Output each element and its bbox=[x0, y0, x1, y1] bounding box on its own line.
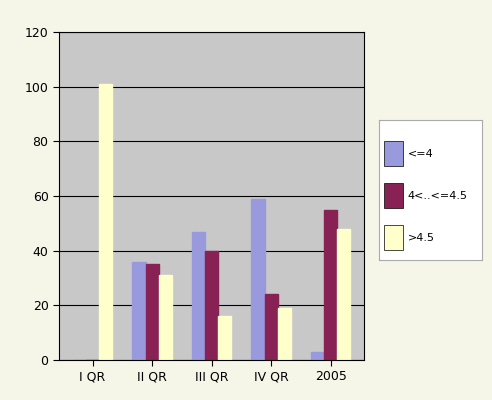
Bar bbox=[324, 210, 337, 360]
Bar bbox=[99, 84, 112, 360]
Text: 4<..<=4.5: 4<..<=4.5 bbox=[408, 190, 468, 201]
Text: >4.5: >4.5 bbox=[408, 232, 435, 242]
Bar bbox=[218, 316, 231, 360]
Bar bbox=[132, 262, 146, 360]
Bar bbox=[192, 232, 205, 360]
FancyBboxPatch shape bbox=[384, 141, 402, 166]
Bar bbox=[251, 199, 265, 360]
Bar bbox=[311, 352, 324, 360]
FancyBboxPatch shape bbox=[384, 183, 402, 208]
Bar bbox=[205, 251, 218, 360]
Bar bbox=[337, 229, 350, 360]
FancyBboxPatch shape bbox=[384, 225, 402, 250]
Bar bbox=[158, 275, 172, 360]
Text: <=4: <=4 bbox=[408, 148, 433, 158]
Bar bbox=[277, 308, 291, 360]
Bar bbox=[265, 294, 277, 360]
Bar bbox=[146, 264, 158, 360]
